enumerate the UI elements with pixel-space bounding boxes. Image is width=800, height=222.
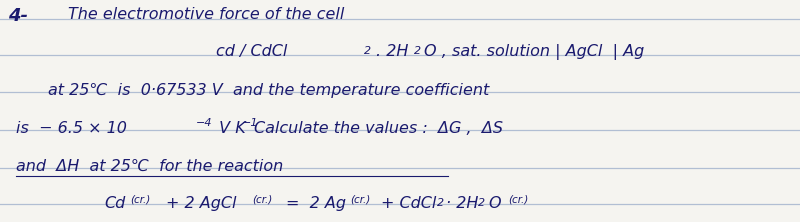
Text: −1: −1 <box>242 118 258 128</box>
Text: is  − 6.5 × 10: is − 6.5 × 10 <box>16 121 127 136</box>
Text: (cr.): (cr.) <box>130 195 150 205</box>
Text: + CdCl: + CdCl <box>381 196 436 212</box>
Text: =  2 Ag: = 2 Ag <box>286 196 346 212</box>
Text: O: O <box>488 196 501 212</box>
Text: Calculate the values :  ΔG ,  ΔS: Calculate the values : ΔG , ΔS <box>254 121 503 136</box>
Text: −4: −4 <box>196 118 213 128</box>
Text: Cd: Cd <box>104 196 126 212</box>
Text: . 2H: . 2H <box>376 44 408 59</box>
Text: 2: 2 <box>414 46 421 56</box>
Text: O , sat. solution | AgCl  | Ag: O , sat. solution | AgCl | Ag <box>424 44 644 60</box>
Text: + 2 AgCl: + 2 AgCl <box>166 196 237 212</box>
Text: (cr.): (cr.) <box>508 195 528 205</box>
Text: 4-: 4- <box>8 7 28 25</box>
Text: 2: 2 <box>437 198 444 208</box>
Text: The electromotive force of the cell: The electromotive force of the cell <box>68 7 344 22</box>
Text: (cr.): (cr.) <box>252 195 272 205</box>
Text: (cr.): (cr.) <box>350 195 370 205</box>
Text: at 25℃  is  0·67533 V  and the temperature coefficient: at 25℃ is 0·67533 V and the temperature … <box>48 83 490 98</box>
Text: 2: 2 <box>478 198 486 208</box>
Text: · 2H: · 2H <box>446 196 478 212</box>
Text: and  ΔH  at 25℃  for the reaction: and ΔH at 25℃ for the reaction <box>16 159 283 174</box>
Text: V K: V K <box>214 121 246 136</box>
Text: cd / CdCl: cd / CdCl <box>216 44 287 59</box>
Text: 2: 2 <box>364 46 371 56</box>
